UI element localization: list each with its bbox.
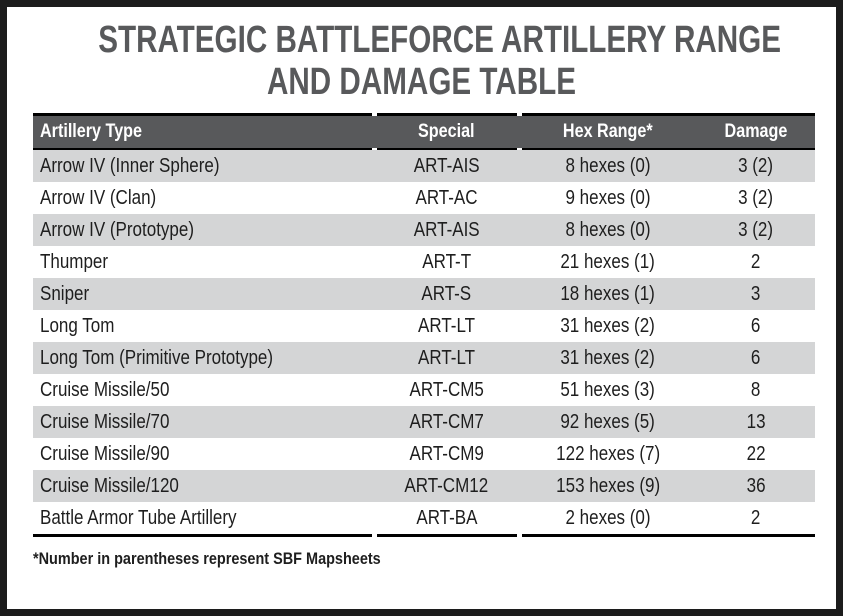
title-line-1: STRATEGIC BATTLEFORCE ARTILLERY RANGE: [98, 19, 782, 61]
rule-gap: [517, 113, 522, 116]
table-row: Long Tom ART-LT 31 hexes (2) 6: [33, 310, 815, 342]
cell-artillery-type: Cruise Missile/70: [40, 410, 170, 433]
cell-special: ART-AIS: [413, 218, 480, 241]
table-row: Thumper ART-T 21 hexes (1) 2: [33, 246, 815, 278]
cell-damage: 6: [751, 346, 761, 369]
cell-special: ART-LT: [417, 346, 476, 369]
cell-special: ART-BA: [374, 502, 519, 537]
cell-hex-range: 8 hexes (0): [565, 218, 651, 241]
cell-hex-range: 18 hexes (1): [560, 282, 656, 305]
header-row: Artillery Type Special Hex Range* Damage: [33, 113, 815, 150]
table-row: Cruise Missile/70 ART-CM7 92 hexes (5) 1…: [33, 406, 815, 438]
cell-artillery-type: Sniper: [40, 282, 90, 305]
cell-artillery-type: Cruise Missile/50: [40, 378, 170, 401]
col-header-special: Special: [374, 113, 519, 150]
rule-gap: [517, 534, 522, 537]
cell-hex-range: 31 hexes (2): [560, 314, 656, 337]
rule-gap: [517, 148, 522, 150]
cell-special: ART-CM12: [404, 474, 489, 497]
cell-hex-range: 92 hexes (5): [560, 410, 656, 433]
cell-artillery-type: Cruise Missile/120: [40, 474, 179, 497]
cell-hex-range: 153 hexes (9): [556, 474, 660, 497]
cell-special: ART-LT: [417, 314, 476, 337]
cell-artillery-type: Long Tom (Primitive Prototype): [40, 346, 274, 369]
cell-hex-range: 21 hexes (1): [560, 250, 656, 273]
col-header-hex-range: Hex Range*: [519, 113, 697, 150]
cell-damage: 8: [751, 378, 761, 401]
cell-damage: 2: [751, 250, 761, 273]
cell-damage: 3: [751, 282, 761, 305]
cell-artillery-type: Thumper: [40, 250, 109, 273]
cell-special: ART-CM5: [409, 378, 484, 401]
cell-hex-range: 31 hexes (2): [560, 346, 656, 369]
artillery-table-wrapper: Artillery Type Special Hex Range* Damage…: [33, 113, 815, 537]
col-header-artillery-type: Artillery Type: [33, 113, 374, 150]
cell-damage: 3 (2): [738, 218, 774, 241]
table-row: Cruise Missile/120 ART-CM12 153 hexes (9…: [33, 470, 815, 502]
cell-special: ART-AIS: [413, 154, 480, 177]
cell-special: ART-CM9: [409, 442, 484, 465]
cell-hex-range: 51 hexes (3): [560, 378, 656, 401]
cell-artillery-type: Arrow IV (Clan): [40, 186, 157, 209]
table-row: Sniper ART-S 18 hexes (1) 3: [33, 278, 815, 310]
cell-artillery-type: Arrow IV (Inner Sphere): [40, 154, 220, 177]
cell-artillery-type: Cruise Missile/90: [40, 442, 170, 465]
title-line-2: AND DAMAGE TABLE: [266, 61, 577, 103]
table-row: Cruise Missile/50 ART-CM5 51 hexes (3) 8: [33, 374, 815, 406]
cell-hex-range: 2 hexes (0): [519, 502, 697, 537]
cell-damage: 3 (2): [738, 186, 774, 209]
rule-gap: [372, 534, 377, 537]
table-row: Cruise Missile/90 ART-CM9 122 hexes (7) …: [33, 438, 815, 470]
cell-artillery-type: Battle Armor Tube Artillery: [33, 502, 374, 537]
cell-hex-range: 122 hexes (7): [556, 442, 660, 465]
cell-damage: 36: [746, 474, 766, 497]
cell-damage: 2: [697, 502, 815, 537]
cell-special: ART-CM7: [409, 410, 484, 433]
table-row: Arrow IV (Inner Sphere) ART-AIS 8 hexes …: [33, 149, 815, 182]
table-row: Long Tom (Primitive Prototype) ART-LT 31…: [33, 342, 815, 374]
rule-gap: [372, 148, 377, 150]
page-title: STRATEGIC BATTLEFORCE ARTILLERY RANGE AN…: [7, 19, 836, 103]
cell-damage: 13: [746, 410, 766, 433]
table-row: Battle Armor Tube Artillery ART-BA 2 hex…: [33, 502, 815, 537]
cell-special: ART-T: [422, 250, 471, 273]
cell-special: ART-AC: [415, 186, 478, 209]
table-row: Arrow IV (Prototype) ART-AIS 8 hexes (0)…: [33, 214, 815, 246]
table-row: Arrow IV (Clan) ART-AC 9 hexes (0) 3 (2): [33, 182, 815, 214]
cell-hex-range: 8 hexes (0): [565, 154, 651, 177]
cell-artillery-type: Long Tom: [40, 314, 115, 337]
artillery-table: Artillery Type Special Hex Range* Damage…: [33, 113, 815, 537]
cell-artillery-type: Arrow IV (Prototype): [40, 218, 194, 241]
cell-special: ART-S: [421, 282, 472, 305]
cell-hex-range: 9 hexes (0): [565, 186, 651, 209]
col-header-damage: Damage: [697, 113, 815, 150]
table-footnote: *Number in parentheses represent SBF Map…: [33, 549, 381, 568]
cell-damage: 22: [746, 442, 766, 465]
cell-damage: 6: [751, 314, 761, 337]
cell-damage: 3 (2): [738, 154, 774, 177]
rule-gap: [372, 113, 377, 116]
